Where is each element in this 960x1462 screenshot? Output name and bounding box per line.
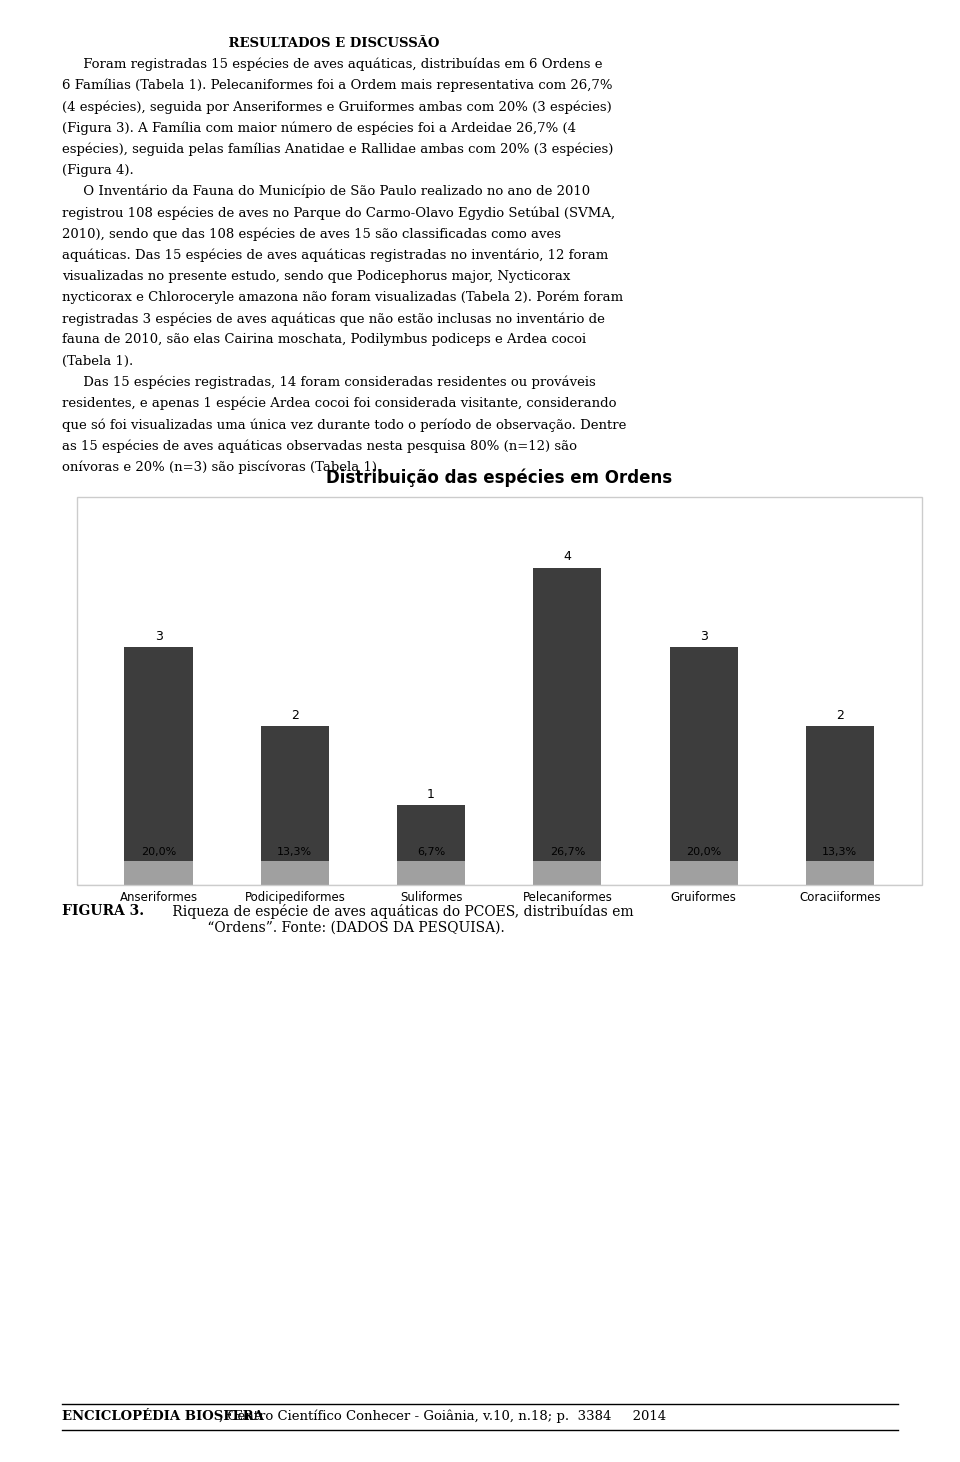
Bar [261,727,329,885]
Bar [533,569,601,885]
Text: (4 espécies), seguida por Anseriformes e Gruiformes ambas com 20% (3 espécies): (4 espécies), seguida por Anseriformes e… [62,99,612,114]
Bar [669,861,737,885]
Text: O Inventário da Fauna do Município de São Paulo realizado no ano de 2010: O Inventário da Fauna do Município de Sã… [62,184,590,199]
Text: as 15 espécies de aves aquáticas observadas nesta pesquisa 80% (n=12) são: as 15 espécies de aves aquáticas observa… [62,439,577,453]
Text: 2010), sendo que das 108 espécies de aves 15 são classificadas como aves: 2010), sendo que das 108 espécies de ave… [62,227,562,241]
Text: registrou 108 espécies de aves no Parque do Carmo-Olavo Egydio Setúbal (SVMA,: registrou 108 espécies de aves no Parque… [62,206,615,219]
Text: 13,3%: 13,3% [823,846,857,857]
Text: 6 Famílias (Tabela 1). Pelecaniformes foi a Ordem mais representativa com 26,7%: 6 Famílias (Tabela 1). Pelecaniformes fo… [62,79,612,92]
Text: que só foi visualizadas uma única vez durante todo o período de observação. Dent: que só foi visualizadas uma única vez du… [62,418,627,431]
Text: espécies), seguida pelas famílias Anatidae e Rallidae ambas com 20% (3 espécies): espécies), seguida pelas famílias Anatid… [62,143,613,156]
Text: (Tabela 1).: (Tabela 1). [62,355,133,367]
Text: residentes, e apenas 1 espécie Ardea cocoi foi considerada visitante, consideran: residentes, e apenas 1 espécie Ardea coc… [62,398,617,411]
Text: 3: 3 [700,630,708,643]
Text: ENCICLOPÉDIA BIOSFERA: ENCICLOPÉDIA BIOSFERA [62,1411,264,1423]
Bar [125,861,193,885]
Text: (Figura 3). A Família com maior número de espécies foi a Ardeidae 26,7% (4: (Figura 3). A Família com maior número d… [62,121,576,135]
Text: 20,0%: 20,0% [141,846,177,857]
Text: FIGURA 3.: FIGURA 3. [62,904,145,918]
Text: registradas 3 espécies de aves aquáticas que não estão inclusas no inventário de: registradas 3 espécies de aves aquáticas… [62,313,605,326]
Text: 6,7%: 6,7% [417,846,445,857]
Bar [397,861,466,885]
Text: Foram registradas 15 espécies de aves aquáticas, distribuídas em 6 Ordens e: Foram registradas 15 espécies de aves aq… [62,57,603,72]
Text: fauna de 2010, são elas Cairina moschata, Podilymbus podiceps e Ardea cocoi: fauna de 2010, são elas Cairina moschata… [62,333,587,346]
Bar [397,806,466,885]
Text: RESULTADOS E DISCUSSÃO: RESULTADOS E DISCUSSÃO [62,37,440,50]
Bar [669,648,737,885]
Text: onívoras e 20% (n=3) são piscívoras (Tabela 1).: onívoras e 20% (n=3) são piscívoras (Tab… [62,461,382,474]
Text: 26,7%: 26,7% [550,846,585,857]
Title: Distribuição das espécies em Ordens: Distribuição das espécies em Ordens [326,469,672,487]
Text: Riqueza de espécie de aves aquáticas do PCOES, distribuídas em
         “Ordens”: Riqueza de espécie de aves aquáticas do … [168,904,634,934]
Text: 13,3%: 13,3% [277,846,312,857]
Text: (Figura 4).: (Figura 4). [62,164,134,177]
Text: 20,0%: 20,0% [686,846,721,857]
Bar [125,648,193,885]
Text: nycticorax e Chloroceryle amazona não foram visualizadas (Tabela 2). Porém foram: nycticorax e Chloroceryle amazona não fo… [62,291,624,304]
Text: visualizadas no presente estudo, sendo que Podicephorus major, Nycticorax: visualizadas no presente estudo, sendo q… [62,269,571,282]
Bar [805,727,874,885]
Text: 4: 4 [564,551,571,563]
Text: 1: 1 [427,788,435,801]
Text: 2: 2 [291,709,299,722]
Text: 3: 3 [155,630,162,643]
Text: , Centro Científico Conhecer - Goiânia, v.10, n.18; p.  3384     2014: , Centro Científico Conhecer - Goiânia, … [219,1409,666,1424]
Text: aquáticas. Das 15 espécies de aves aquáticas registradas no inventário, 12 foram: aquáticas. Das 15 espécies de aves aquát… [62,249,609,262]
Bar [261,861,329,885]
Bar [805,861,874,885]
Bar [533,861,601,885]
Text: 2: 2 [836,709,844,722]
Text: Das 15 espécies registradas, 14 foram consideradas residentes ou prováveis: Das 15 espécies registradas, 14 foram co… [62,376,596,389]
